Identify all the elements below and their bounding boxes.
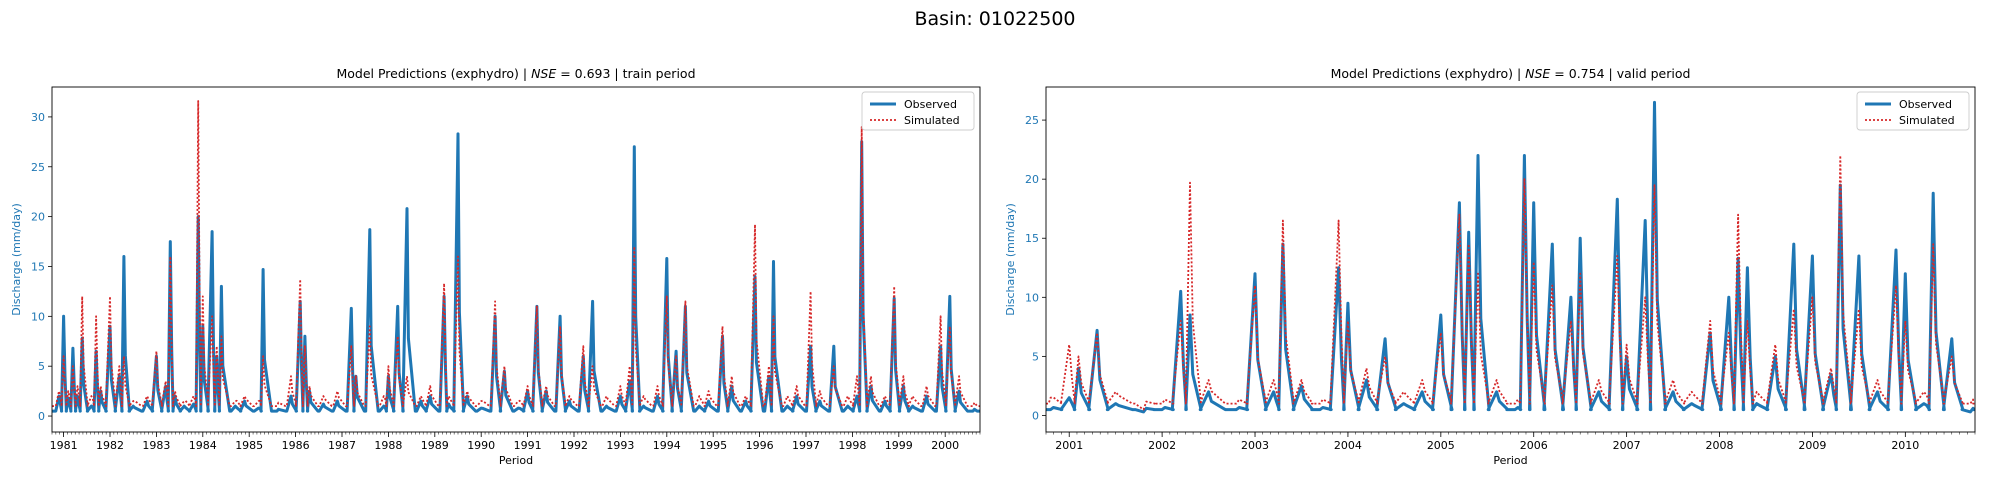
y-tick-label: 10 (31, 310, 45, 323)
chart-title-rest: = 0.693 | train period (556, 66, 695, 81)
chart-title: Model Predictions (exphydro) | NSE = 0.6… (336, 66, 695, 81)
y-tick-label: 0 (38, 410, 45, 423)
y-tick-label: 15 (1025, 232, 1039, 245)
x-tick-label: 1994 (653, 439, 681, 452)
x-minor-ticks (52, 432, 980, 435)
x-axis-label: Period (499, 454, 533, 467)
legend-label-simulated: Simulated (1899, 114, 1955, 127)
x-tick-label: 1998 (838, 439, 866, 452)
x-tick-label: 1981 (50, 439, 78, 452)
x-tick-label: 1987 (328, 439, 356, 452)
x-tick-label: 1997 (792, 439, 820, 452)
y-tick-label: 5 (38, 360, 45, 373)
x-tick-label: 1995 (699, 439, 727, 452)
x-tick-label: 2006 (1520, 439, 1548, 452)
x-tick-label: 2000 (931, 439, 959, 452)
x-axis-label: Period (1493, 454, 1527, 467)
x-tick-label: 1986 (282, 439, 310, 452)
chart-title-metric: NSE (1525, 66, 1550, 81)
x-tick-label: 1984 (189, 439, 217, 452)
figure-suptitle: Basin: 01022500 (914, 8, 1075, 30)
x-tick-label: 2007 (1613, 439, 1641, 452)
chart-title-prefix: Model Predictions (exphydro) | (1331, 66, 1526, 81)
x-tick-label: 2003 (1241, 439, 1269, 452)
series-line-simulated (52, 101, 980, 406)
legend: Observed Simulated (1857, 92, 1969, 130)
x-tick-label: 2001 (1055, 439, 1083, 452)
x-minor-ticks (1046, 432, 1975, 435)
x-tick-label: 2004 (1334, 439, 1362, 452)
x-tick-label: 2008 (1706, 439, 1734, 452)
legend-label-observed: Observed (904, 98, 957, 111)
y-tick-label: 25 (31, 161, 45, 174)
series-simulated (52, 101, 980, 406)
train-period-chart: Model Predictions (exphydro) | NSE = 0.6… (10, 66, 980, 467)
series-observed (52, 134, 980, 411)
x-tick-label: 1983 (142, 439, 170, 452)
y-axis-label: Discharge (mm/day) (1004, 203, 1017, 316)
x-tick-label: 1991 (514, 439, 542, 452)
valid-period-chart: Model Predictions (exphydro) | NSE = 0.7… (1004, 66, 1975, 467)
legend-label-simulated: Simulated (904, 114, 960, 127)
x-tick-label: 1999 (885, 439, 913, 452)
x-tick-label: 1989 (421, 439, 449, 452)
x-tick-label: 1990 (467, 439, 495, 452)
x-tick-label: 2009 (1798, 439, 1826, 452)
series-observed (1046, 102, 1975, 412)
y-axis-label: Discharge (mm/day) (10, 203, 23, 316)
y-tick-label: 20 (1025, 173, 1039, 186)
chart-title-rest: = 0.754 | valid period (1550, 66, 1690, 81)
series-line-observed (1046, 102, 1975, 412)
chart-title: Model Predictions (exphydro) | NSE = 0.7… (1331, 66, 1691, 81)
y-tick-label: 5 (1032, 350, 1039, 363)
chart-title-metric: NSE (531, 66, 556, 81)
y-tick-label: 25 (1025, 114, 1039, 127)
chart-title-prefix: Model Predictions (exphydro) | (336, 66, 531, 81)
y-tick-label: 15 (31, 260, 45, 273)
x-tick-label: 1996 (746, 439, 774, 452)
plot-area (1046, 102, 1975, 412)
axes-frame (52, 87, 980, 432)
y-tick-label: 0 (1032, 409, 1039, 422)
x-tick-label: 2005 (1427, 439, 1455, 452)
x-tick-label: 1985 (235, 439, 263, 452)
y-tick-label: 10 (1025, 291, 1039, 304)
x-tick-label: 1993 (606, 439, 634, 452)
series-line-observed (52, 134, 980, 411)
legend: Observed Simulated (862, 92, 974, 130)
x-tick-label: 2002 (1148, 439, 1176, 452)
x-tick-label: 1988 (374, 439, 402, 452)
y-tick-label: 30 (31, 111, 45, 124)
plot-area (52, 101, 980, 411)
x-tick-label: 1992 (560, 439, 588, 452)
x-tick-label: 2010 (1891, 439, 1919, 452)
x-tick-label: 1982 (96, 439, 124, 452)
legend-label-observed: Observed (1899, 98, 1952, 111)
y-tick-label: 20 (31, 211, 45, 224)
